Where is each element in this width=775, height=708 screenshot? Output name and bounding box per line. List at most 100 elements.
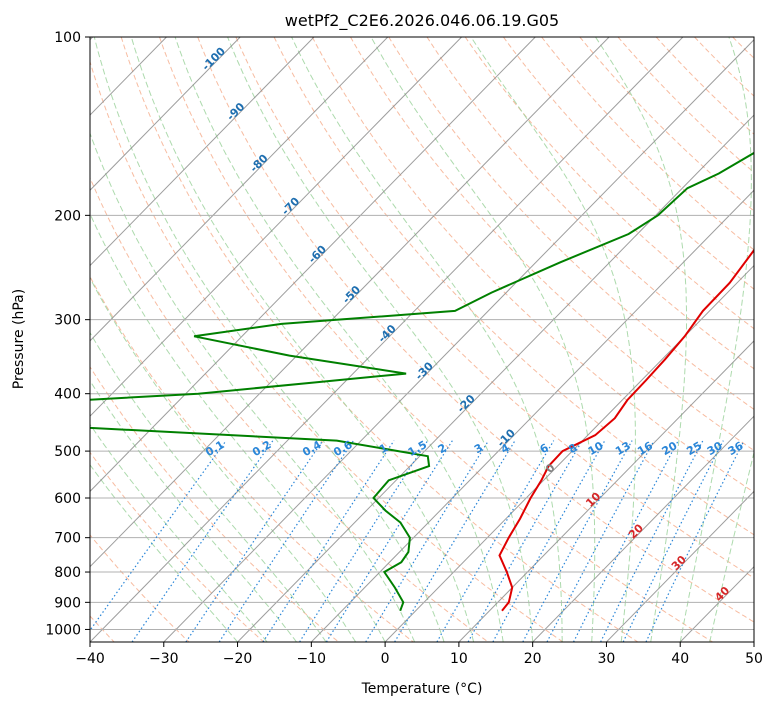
mixing-ratio-label: 0.1 — [203, 438, 226, 459]
isotherm-label: 10 — [583, 490, 603, 510]
moist-adiabat-line — [370, 37, 596, 642]
dry-adiabat-line — [235, 37, 754, 579]
y-tick-label: 400 — [54, 387, 81, 403]
dry-adiabat-line — [502, 37, 754, 290]
mixing-ratio-line — [218, 440, 354, 642]
isotherm-line — [237, 114, 754, 642]
mixing-ratio-label: 2 — [436, 441, 449, 456]
dry-adiabat-line — [90, 176, 489, 642]
moist-adiabat-line — [90, 423, 268, 642]
mixing-ratio-line — [436, 440, 555, 642]
isotherm-label: -40 — [376, 322, 399, 345]
isotherm-line — [90, 37, 315, 267]
x-axis-label: Temperature (°C) — [361, 681, 483, 697]
x-tick-label: 20 — [524, 651, 542, 667]
mixing-ratio-line — [572, 440, 679, 642]
x-tick-label: 50 — [745, 651, 763, 667]
y-tick-label: 700 — [54, 531, 81, 547]
isotherm-label: -20 — [455, 392, 478, 415]
mixing-ratio-line — [522, 440, 633, 642]
plot-area: 0.1 0.2 0.4 0.6 1 1.5 2 3 4 6 8 10 13 16 20 25 30 36-100-… — [45, 30, 775, 667]
y-tick-label: 500 — [54, 444, 81, 460]
moist-adiabat-line — [174, 37, 504, 642]
moist-adiabat-line — [90, 277, 357, 642]
dry-adiabat-line — [90, 365, 339, 642]
mixing-ratio-label: 0.4 — [300, 438, 324, 459]
moist-adiabat-line — [90, 212, 386, 642]
mixing-ratio-line — [131, 440, 274, 642]
mixing-ratio-label: 16 — [635, 439, 655, 458]
mixing-ratio-line — [492, 440, 606, 642]
dry-adiabat-line — [617, 37, 754, 174]
moist-adiabat-line — [595, 37, 687, 642]
mixing-ratio-label: 25 — [684, 439, 704, 458]
x-tick-label: −20 — [223, 651, 253, 667]
x-tick-label: 40 — [671, 651, 689, 667]
plot-frame — [89, 36, 755, 643]
y-tick-label: 300 — [54, 313, 81, 329]
moist-adiabat-line — [93, 37, 445, 642]
isotherm-label: -10 — [495, 426, 518, 449]
mixing-ratio-line — [299, 440, 429, 642]
mixing-ratio-line — [600, 440, 704, 642]
mixing-ratio-label: 3 — [472, 441, 485, 456]
mixing-ratio-line — [262, 440, 395, 642]
mixing-ratio-line — [365, 440, 490, 642]
series-dewpoint-line — [90, 151, 754, 612]
moist-adiabat-line — [291, 37, 563, 642]
dry-adiabat-line — [694, 37, 754, 97]
isotherm-label: -70 — [279, 194, 302, 217]
isotherm-label: -80 — [247, 152, 270, 175]
mixing-ratio-label: 6 — [538, 441, 551, 456]
y-tick-label: 1000 — [45, 622, 81, 638]
isotherm-line — [163, 39, 754, 642]
dry-adiabat-line — [771, 37, 775, 642]
isotherm-line — [90, 37, 241, 191]
y-tick-label: 900 — [54, 595, 81, 611]
isotherm-line — [90, 37, 536, 493]
mixing-ratio-label: 20 — [660, 439, 680, 458]
dry-adiabat-line — [311, 37, 754, 493]
isotherm-line — [606, 490, 754, 642]
y-tick-label: 800 — [54, 565, 81, 581]
mixing-ratio-label: 30 — [705, 439, 725, 458]
dry-adiabat-line — [159, 37, 713, 642]
isotherm-label: 20 — [626, 521, 646, 541]
x-tick-label: 30 — [598, 651, 616, 667]
mixing-ratio-label: 0.2 — [250, 438, 273, 459]
moist-adiabat-line — [90, 463, 238, 642]
isotherm-label: -50 — [340, 283, 363, 306]
isotherm-line — [679, 565, 754, 642]
mixing-ratio-line — [467, 440, 583, 642]
mixing-ratio-label: 13 — [613, 439, 633, 458]
y-tick-label: 100 — [54, 30, 81, 46]
dry-adiabat-line — [350, 37, 754, 452]
x-tick-label: −40 — [75, 651, 105, 667]
moist-adiabat-line — [90, 331, 327, 642]
isotherm-line — [90, 37, 684, 642]
x-tick-label: 10 — [450, 651, 468, 667]
isotherm-line — [384, 264, 754, 642]
series-temperature-line — [498, 248, 754, 612]
x-tick-label: −10 — [297, 651, 327, 667]
x-tick-label: 0 — [381, 651, 390, 667]
moist-adiabat-line — [679, 37, 752, 642]
dry-adiabat-line — [197, 37, 754, 623]
mixing-ratio-line — [185, 440, 324, 642]
x-tick-label: −30 — [149, 651, 179, 667]
dry-adiabat-line — [579, 37, 754, 212]
plot-clipped — [90, 37, 775, 642]
isotherm-line — [458, 340, 754, 642]
y-axis-label: Pressure (hPa) — [11, 289, 27, 389]
dry-adiabat-line — [90, 60, 564, 642]
mixing-ratio-line — [546, 440, 655, 642]
isotherm-line — [532, 415, 754, 642]
isotherm-line — [90, 37, 462, 417]
moist-adiabat-line — [227, 37, 534, 642]
isotherm-line — [90, 37, 610, 568]
isotherm-label: -100 — [199, 44, 228, 73]
isotherm-line — [753, 641, 754, 642]
mixing-ratio-line — [394, 440, 516, 642]
isotherm-label: -90 — [224, 100, 247, 123]
